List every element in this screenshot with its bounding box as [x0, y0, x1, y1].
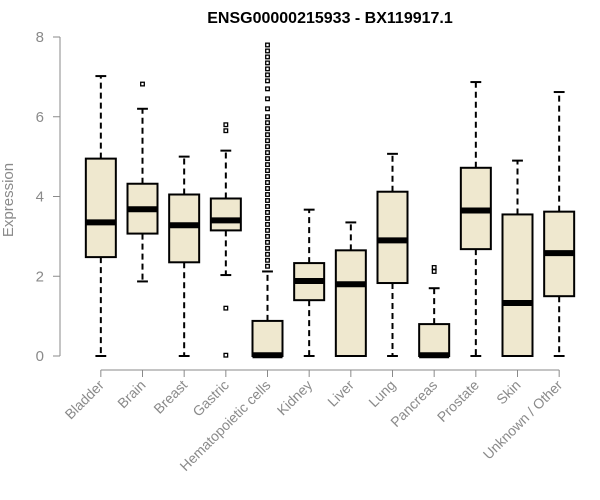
x-tick-label: Brain	[114, 377, 148, 411]
outlier-point	[223, 128, 229, 134]
iqr-box	[209, 197, 242, 232]
outlier-point	[265, 156, 270, 162]
outlier-point	[265, 209, 270, 215]
outlier-point	[265, 204, 270, 209]
chart-title: ENSG00000215933 - BX119917.1	[207, 10, 453, 27]
outlier-point	[265, 192, 270, 197]
outlier-point	[140, 81, 145, 87]
outlier-point	[265, 180, 270, 185]
outlier-point	[265, 186, 270, 191]
outlier-point	[265, 120, 270, 126]
outlier-point	[265, 221, 270, 227]
outlier-point	[265, 54, 270, 60]
box-group	[334, 221, 367, 357]
y-axis-label: Expression	[0, 163, 17, 237]
outlier-point	[265, 126, 270, 132]
outlier-point	[265, 198, 270, 203]
x-tick-label: Unknown / Other	[480, 377, 566, 463]
outlier-point	[265, 48, 270, 54]
box-group	[376, 152, 409, 357]
outlier-point	[265, 66, 270, 72]
x-tick-label: Lung	[365, 377, 398, 410]
x-tick-label: Bladder	[62, 377, 108, 423]
outlier-point	[265, 168, 270, 174]
x-tick-label: Breast	[150, 377, 190, 417]
outlier-point	[265, 239, 270, 245]
iqr-box	[334, 249, 367, 357]
box-group	[418, 265, 451, 359]
y-tick-label: 0	[36, 348, 44, 365]
iqr-box	[418, 323, 451, 358]
outlier-point	[265, 215, 270, 221]
outlier-point	[431, 265, 437, 270]
outlier-point	[265, 162, 270, 168]
iqr-box	[251, 319, 284, 358]
box-group	[501, 159, 534, 357]
outlier-point	[431, 269, 437, 274]
outlier-point	[223, 352, 229, 358]
box-group	[84, 75, 117, 357]
outlier-point	[265, 263, 270, 269]
outlier-point	[265, 233, 270, 239]
outlier-point	[265, 114, 270, 120]
outlier-point	[265, 106, 270, 112]
y-tick-label: 4	[36, 189, 44, 206]
x-tick-label: Kidney	[274, 377, 316, 419]
outlier-point	[265, 60, 270, 66]
iqr-box	[168, 193, 201, 264]
outlier-point	[265, 144, 270, 150]
y-axis: 0 2 4 6 8	[36, 29, 61, 365]
plot-area	[84, 42, 576, 359]
x-tick-label: Liver	[324, 377, 357, 410]
outlier-point	[265, 245, 270, 251]
outlier-point	[265, 227, 270, 233]
outlier-point	[265, 96, 270, 102]
outlier-point	[265, 132, 270, 138]
iqr-box	[84, 157, 117, 259]
outlier-point	[223, 305, 229, 311]
box-group	[251, 42, 284, 359]
iqr-box	[501, 213, 534, 357]
outlier-point	[265, 150, 270, 156]
outlier-point	[265, 257, 270, 263]
outlier-point	[265, 42, 270, 48]
outlier-point	[265, 251, 270, 257]
box-group	[459, 81, 492, 357]
outlier-point	[265, 78, 270, 84]
box-group	[209, 122, 242, 358]
outlier-point	[265, 138, 270, 144]
x-tick-label: Skin	[493, 377, 524, 408]
outlier-point	[223, 122, 229, 128]
box-group	[168, 155, 201, 357]
box-group	[126, 81, 159, 283]
y-tick-label: 8	[36, 29, 44, 46]
y-tick-label: 6	[36, 109, 44, 126]
x-tick-label: Prostate	[434, 377, 482, 425]
box-group	[543, 91, 576, 357]
outlier-point	[265, 72, 270, 78]
y-tick-label: 2	[36, 268, 44, 285]
box-group	[293, 208, 326, 357]
outlier-point	[265, 174, 270, 180]
outlier-point	[265, 86, 270, 92]
